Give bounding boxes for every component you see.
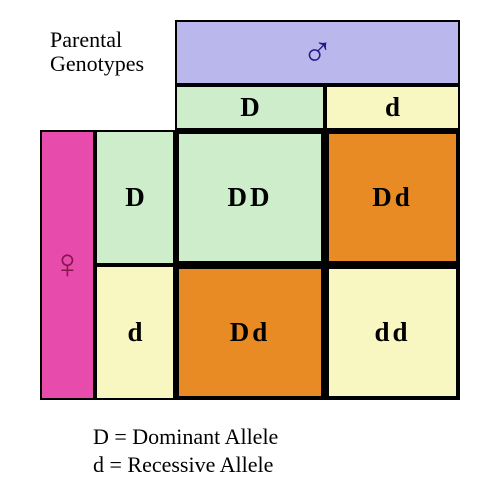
maternal-allele-1: d: [95, 265, 175, 400]
offspring-0-1: Dd: [325, 130, 460, 265]
offspring-1-1-label: dd: [374, 317, 410, 348]
female-parent-header: ♀: [40, 130, 95, 400]
offspring-1-0-label: Dd: [230, 317, 271, 348]
offspring-0-1-label: Dd: [372, 182, 413, 213]
title-line-1: Parental: [50, 27, 122, 52]
female-symbol-icon: ♀: [52, 241, 84, 289]
legend-line-2: d = Recessive Allele: [93, 451, 278, 479]
paternal-allele-0-label: D: [240, 92, 260, 123]
maternal-allele-1-label: d: [127, 317, 142, 348]
legend-line-1: D = Dominant Allele: [93, 423, 278, 451]
offspring-0-0: DD: [175, 130, 325, 265]
maternal-allele-0: D: [95, 130, 175, 265]
paternal-allele-1-label: d: [385, 92, 400, 123]
legend: D = Dominant Allele d = Recessive Allele: [93, 423, 278, 478]
male-symbol-icon: ♂: [302, 29, 334, 77]
male-parent-header: ♂: [175, 20, 460, 85]
offspring-0-0-label: DD: [228, 182, 273, 213]
paternal-allele-1: d: [325, 85, 460, 130]
offspring-1-0: Dd: [175, 265, 325, 400]
offspring-1-1: dd: [325, 265, 460, 400]
title-line-2: Genotypes: [50, 51, 144, 76]
title: Parental Genotypes: [50, 28, 144, 76]
paternal-allele-0: D: [175, 85, 325, 130]
maternal-allele-0-label: D: [125, 182, 145, 213]
